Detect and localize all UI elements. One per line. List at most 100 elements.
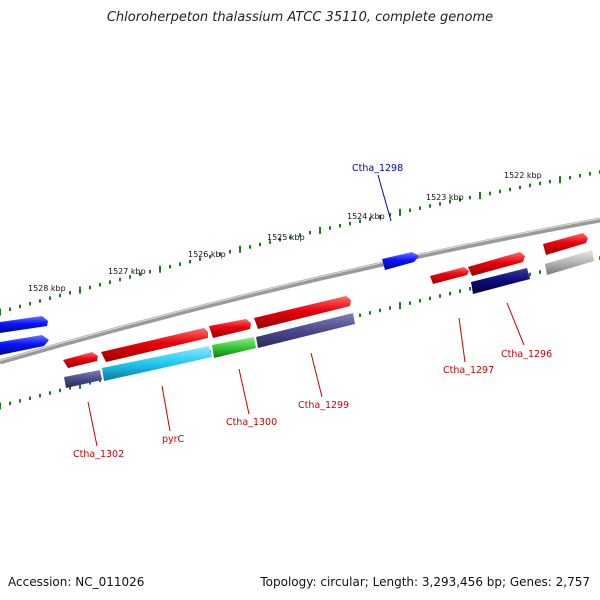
leader-ctha-1297 bbox=[458, 317, 466, 363]
leader-ctha-1302 bbox=[87, 401, 98, 447]
gene-gray-right[interactable] bbox=[545, 250, 594, 275]
upper-scale-minor-tick bbox=[69, 291, 71, 295]
upper-scale-minor-tick bbox=[89, 285, 91, 290]
upper-scale-minor-tick bbox=[219, 252, 221, 256]
upper-scale-minor-tick bbox=[489, 191, 491, 196]
upper-scale-minor-tick bbox=[269, 240, 271, 244]
lower-scale-minor-tick bbox=[529, 272, 531, 277]
lower-scale-minor-tick bbox=[359, 313, 361, 317]
upper-scale-minor-tick bbox=[39, 299, 41, 303]
upper-scale-minor-tick bbox=[109, 280, 111, 284]
upper-scale-minor-tick bbox=[289, 235, 291, 240]
lower-scale-minor-tick bbox=[379, 308, 381, 313]
label-ctha-1298: Ctha_1298 bbox=[352, 163, 403, 174]
gene-pyrc[interactable] bbox=[102, 346, 212, 381]
gene-blue-left-bottom[interactable] bbox=[0, 335, 49, 355]
upper-scale-minor-tick bbox=[359, 219, 361, 223]
upper-scale-minor-tick bbox=[259, 242, 261, 247]
upper-scale-minor-tick bbox=[329, 226, 331, 230]
upper-scale-minor-tick bbox=[169, 264, 171, 269]
scale-label-1528: 1528 kbp bbox=[28, 284, 66, 293]
lower-scale-minor-tick bbox=[429, 296, 431, 301]
upper-scale-minor-tick bbox=[429, 204, 431, 208]
scale-label-1525: 1525 kbp bbox=[267, 233, 305, 242]
gene-ctha-1299[interactable] bbox=[256, 313, 355, 348]
gene-blue-left-top[interactable] bbox=[0, 316, 48, 333]
scale-label-1527: 1527 kbp bbox=[108, 267, 146, 276]
upper-scale-minor-tick bbox=[99, 283, 101, 287]
upper-scale-minor-tick bbox=[509, 187, 511, 192]
lower-scale-minor-tick bbox=[439, 294, 441, 298]
upper-scale-minor-tick bbox=[409, 208, 411, 212]
accession-text: Accession: NC_011026 bbox=[8, 575, 145, 589]
gene-red-small-a[interactable] bbox=[63, 352, 98, 368]
gene-ctha-1299-red[interactable] bbox=[254, 296, 351, 329]
gene-ctha-1297[interactable] bbox=[430, 267, 469, 284]
label-pyrc: pyrC bbox=[162, 434, 185, 445]
lower-scale-minor-tick bbox=[539, 270, 541, 274]
lower-scale-minor-tick bbox=[459, 289, 461, 293]
upper-scale-minor-tick bbox=[149, 270, 151, 274]
upper-scale-major-tick bbox=[0, 308, 1, 316]
scale-label-1526: 1526 kbp bbox=[188, 250, 226, 259]
label-ctha-1299: Ctha_1299 bbox=[298, 400, 349, 411]
gene-pyrc-red[interactable] bbox=[101, 328, 208, 362]
lower-scale-minor-tick bbox=[369, 311, 371, 315]
gene-ctha-1298[interactable] bbox=[382, 252, 419, 270]
genome-summary-text: Topology: circular; Length: 3,293,456 bp… bbox=[260, 575, 590, 589]
scale-label-1524: 1524 kbp bbox=[347, 212, 385, 221]
upper-scale-minor-tick bbox=[499, 189, 501, 194]
upper-scale-minor-tick bbox=[519, 185, 521, 190]
upper-scale-minor-tick bbox=[389, 212, 391, 217]
upper-scale-minor-tick bbox=[199, 257, 201, 261]
upper-scale-minor-tick bbox=[299, 233, 301, 237]
gene-red-right-top[interactable] bbox=[543, 233, 588, 255]
lower-scale-major-tick bbox=[0, 402, 1, 410]
gene-ctha-1300[interactable] bbox=[212, 337, 256, 358]
lower-scale-minor-tick bbox=[389, 306, 391, 310]
upper-scale-minor-tick bbox=[19, 304, 21, 309]
lower-scale-minor-tick bbox=[69, 386, 71, 390]
upper-scale-minor-tick bbox=[179, 262, 181, 266]
upper-scale-minor-tick bbox=[439, 202, 441, 206]
upper-scale-minor-tick bbox=[59, 293, 61, 298]
upper-scale-minor-tick bbox=[589, 172, 591, 176]
upper-scale-minor-tick bbox=[419, 206, 421, 210]
lower-scale-minor-tick bbox=[419, 299, 421, 303]
upper-scale-minor-tick bbox=[309, 230, 311, 235]
lower-scale-minor-tick bbox=[409, 301, 411, 305]
lower-scale-minor-tick bbox=[29, 396, 31, 400]
upper-scale-minor-tick bbox=[379, 215, 381, 219]
lower-scale-major-tick bbox=[399, 302, 401, 310]
upper-scale-major-tick bbox=[319, 226, 321, 234]
upper-scale-major-tick bbox=[559, 176, 561, 184]
upper-scale-minor-tick bbox=[539, 181, 541, 186]
label-ctha-1297: Ctha_1297 bbox=[443, 365, 494, 376]
gene-ctha-1296[interactable] bbox=[471, 268, 530, 294]
leader-pyrc bbox=[161, 385, 171, 432]
gene-ctha-1296-red[interactable] bbox=[468, 252, 525, 276]
upper-scale-minor-tick bbox=[469, 195, 471, 200]
lower-scale-major-tick bbox=[79, 381, 81, 389]
genome-backbone-highlight bbox=[0, 217, 600, 362]
genome-backbone bbox=[0, 217, 600, 365]
upper-scale-minor-tick bbox=[129, 275, 131, 279]
upper-scale-major-tick bbox=[239, 245, 241, 253]
gene-red-small-b[interactable] bbox=[209, 319, 251, 338]
leader-ctha-1300 bbox=[238, 368, 250, 415]
upper-scale-minor-tick bbox=[369, 217, 371, 221]
upper-scale-track bbox=[0, 170, 600, 316]
lower-scale-minor-tick bbox=[39, 393, 41, 398]
lower-scale-minor-tick bbox=[9, 401, 11, 406]
upper-scale-minor-tick bbox=[49, 296, 51, 300]
upper-scale-minor-tick bbox=[549, 179, 551, 184]
upper-scale-minor-tick bbox=[579, 174, 581, 178]
upper-scale-major-tick bbox=[399, 208, 401, 216]
upper-scale-minor-tick bbox=[279, 237, 281, 242]
upper-scale-minor-tick bbox=[229, 250, 231, 254]
label-ctha-1296: Ctha_1296 bbox=[501, 349, 552, 360]
gene-ctha-1302[interactable] bbox=[64, 370, 102, 388]
upper-scale-minor-tick bbox=[209, 254, 211, 259]
upper-scale-minor-tick bbox=[189, 259, 191, 264]
upper-scale-major-tick bbox=[79, 286, 81, 294]
